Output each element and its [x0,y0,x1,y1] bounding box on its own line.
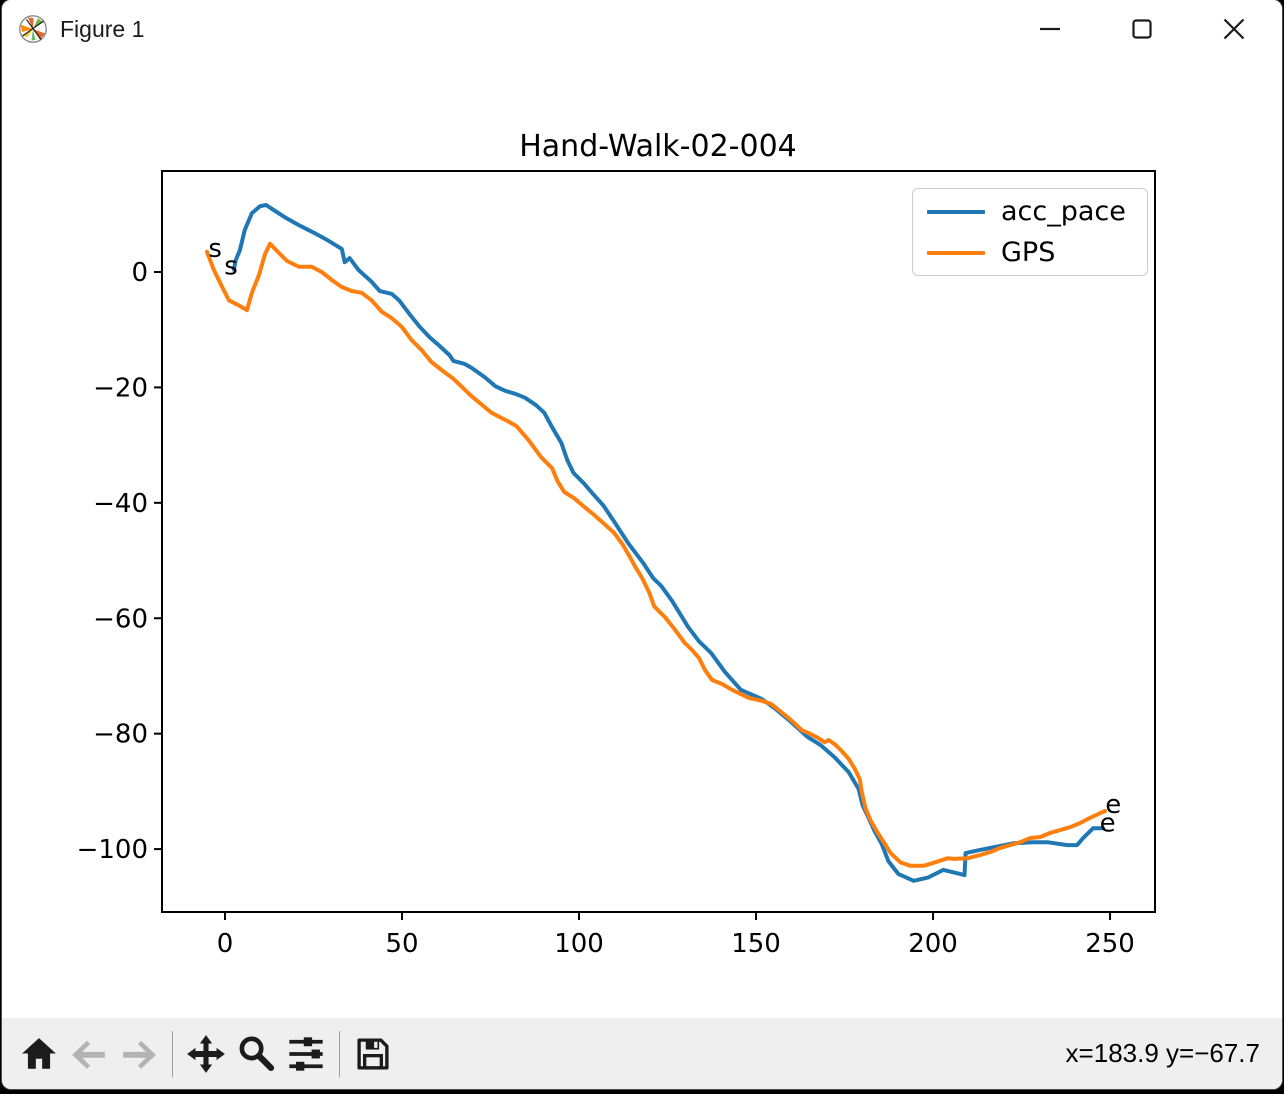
y-tick-label: 0 [131,258,148,288]
y-tick-label: −20 [93,373,148,403]
close-icon [1223,18,1245,40]
minimize-button[interactable] [1028,0,1072,58]
x-tick-label: 150 [731,929,781,959]
forward-arrow-icon [123,1040,156,1069]
x-tick-label: 200 [908,929,958,959]
legend-entry: acc_pace [913,191,1147,232]
pan-button[interactable] [181,1027,231,1081]
annotation-s: s [224,252,238,282]
y-tick-label: −60 [93,604,148,634]
annotation-e: e [1105,790,1121,820]
window-controls [980,0,1282,58]
forward-button[interactable] [114,1027,164,1081]
y-tick-label: −80 [93,720,148,750]
minimize-icon [1040,27,1060,31]
toolbar-separator [172,1030,173,1077]
save-button[interactable] [348,1027,398,1081]
legend-label: GPS [1001,237,1056,268]
matplotlib-logo-icon [19,15,47,43]
close-button[interactable] [1212,0,1256,58]
zoom-button[interactable] [231,1027,281,1081]
back-button[interactable] [64,1027,114,1081]
y-tick-label: −100 [77,835,148,865]
y-tick-label: −40 [93,489,148,519]
sliders-icon [289,1036,323,1071]
x-tick-label: 0 [217,929,234,959]
figure-canvas[interactable]: 0 50 100 150 200 250 0 −20 −40 −60 −80 −100 ss ee Hand… [2,58,1282,1018]
legend-entry: GPS [913,232,1147,273]
back-arrow-icon [72,1040,105,1069]
canvas-area: 0 50 100 150 200 250 0 −20 −40 −60 −80 −100 s s e e Hand… [2,58,1282,1018]
plot-title: Hand-Walk-02-004 [519,129,797,164]
toolbar-separator [339,1030,340,1077]
annotation-s: s [208,234,222,264]
home-button[interactable] [14,1027,64,1081]
x-tick-label: 100 [554,929,604,959]
legend-line-gps [927,250,985,255]
legend-line-acc-pace [927,209,985,214]
series-line-GPS [205,241,1108,868]
window-title: Figure 1 [60,15,145,42]
home-icon [22,1037,56,1069]
navigation-toolbar: x=183.9 y=−67.7 [2,1018,1282,1089]
x-tick-label: 250 [1085,929,1135,959]
cursor-position-readout: x=183.9 y=−67.7 [1065,1038,1260,1068]
maximize-button[interactable] [1120,0,1164,58]
magnifier-icon [239,1035,275,1071]
titlebar: Figure 1 [2,0,1282,58]
maximize-icon [1132,19,1152,39]
legend: acc_pace GPS [912,188,1148,276]
x-tick-label: 50 [385,929,418,959]
series-line-acc_pace [231,203,1105,883]
axes-spines [161,170,1156,913]
legend-label: acc_pace [1001,196,1126,227]
annotation-e: e [1100,809,1116,839]
pan-icon [187,1034,225,1073]
configure-subplots-button[interactable] [281,1027,331,1081]
save-floppy-icon [357,1037,389,1070]
